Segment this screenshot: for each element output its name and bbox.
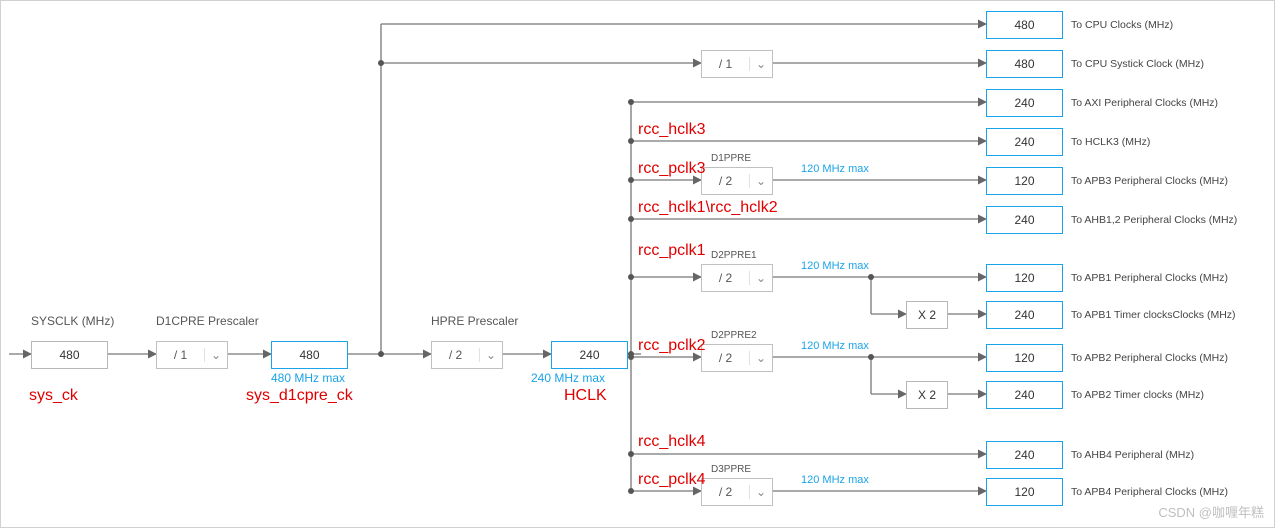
anno-rcc-pclk2: rcc_pclk2 (638, 337, 706, 355)
anno-hclk: HCLK (564, 387, 607, 405)
watermark: CSDN @咖喱年糕 (1158, 502, 1264, 521)
hclk-max: 240 MHz max (531, 371, 605, 385)
anno-rcc-hclk12: rcc_hclk1\rcc_hclk2 (638, 199, 778, 217)
out-apb3: 120 (986, 167, 1063, 195)
d1cpre-title: D1CPRE Prescaler (156, 314, 259, 328)
out-axi: 240 (986, 89, 1063, 117)
d3ppre-title: D3PPRE (711, 464, 751, 475)
anno-sys-d1cpre-ck: sys_d1cpre_ck (246, 387, 353, 405)
out-cpu: 480 (986, 11, 1063, 39)
out-systick-label: To CPU Systick Clock (MHz) (1071, 58, 1204, 70)
out-ahb12-label: To AHB1,2 Peripheral Clocks (MHz) (1071, 214, 1237, 226)
anno-rcc-pclk4: rcc_pclk4 (638, 471, 706, 489)
out-systick: 480 (986, 50, 1063, 78)
d2ppre2-title: D2PPRE2 (711, 330, 757, 341)
out-apb4: 120 (986, 478, 1063, 506)
d1ppre-select[interactable]: / 2 ⌄ (701, 167, 773, 195)
chevron-down-icon: ⌄ (749, 485, 772, 499)
d1cpre-select[interactable]: / 1 ⌄ (156, 341, 228, 369)
out-ahb4-label: To AHB4 Peripheral (MHz) (1071, 449, 1194, 461)
out-cpu-label: To CPU Clocks (MHz) (1071, 19, 1173, 31)
chevron-down-icon: ⌄ (749, 271, 772, 285)
out-apb2t-label: To APB2 Timer clocks (MHz) (1071, 389, 1204, 401)
out-apb1: 120 (986, 264, 1063, 292)
d3ppre-value: / 2 (702, 485, 749, 499)
d1ppre-value: / 2 (702, 174, 749, 188)
out-apb1t-label: To APB1 Timer clocksClocks (MHz) (1071, 309, 1236, 321)
anno-rcc-pclk1: rcc_pclk1 (638, 242, 706, 260)
hclk-box: 240 (551, 341, 628, 369)
d2ppre1-value: / 2 (702, 271, 749, 285)
out-apb1t: 240 (986, 301, 1063, 329)
d1ppre-title: D1PPRE (711, 153, 751, 164)
systick-div-value: / 1 (702, 57, 749, 71)
hpre-title: HPRE Prescaler (431, 314, 518, 328)
systick-div-select[interactable]: / 1 ⌄ (701, 50, 773, 78)
out-apb3-label: To APB3 Peripheral Clocks (MHz) (1071, 175, 1228, 187)
after-d1cpre-max: 480 MHz max (271, 371, 345, 385)
d2ppre1-max: 120 MHz max (801, 260, 869, 272)
anno-rcc-hclk4: rcc_hclk4 (638, 433, 706, 451)
out-hclk3: 240 (986, 128, 1063, 156)
anno-rcc-hclk3: rcc_hclk3 (638, 121, 706, 139)
out-apb2-label: To APB2 Peripheral Clocks (MHz) (1071, 352, 1228, 364)
anno-sys-ck: sys_ck (29, 387, 78, 405)
d2ppre2-max: 120 MHz max (801, 340, 869, 352)
d2ppre1-title: D2PPRE1 (711, 250, 757, 261)
out-ahb12: 240 (986, 206, 1063, 234)
out-ahb4: 240 (986, 441, 1063, 469)
d2ppre2-select[interactable]: / 2 ⌄ (701, 344, 773, 372)
out-apb4-label: To APB4 Peripheral Clocks (MHz) (1071, 486, 1228, 498)
out-hclk3-label: To HCLK3 (MHz) (1071, 136, 1150, 148)
out-apb2t: 240 (986, 381, 1063, 409)
after-d1cpre-box: 480 (271, 341, 348, 369)
d1cpre-value: / 1 (157, 348, 204, 362)
chevron-down-icon: ⌄ (749, 351, 772, 365)
sysclk-input[interactable]: 480 (31, 341, 108, 369)
chevron-down-icon: ⌄ (204, 348, 227, 362)
out-apb1-label: To APB1 Peripheral Clocks (MHz) (1071, 272, 1228, 284)
hpre-select[interactable]: / 2 ⌄ (431, 341, 503, 369)
sysclk-title: SYSCLK (MHz) (31, 314, 114, 328)
d2ppre2-value: / 2 (702, 351, 749, 365)
x2-b-box: X 2 (906, 381, 948, 409)
x2-a-box: X 2 (906, 301, 948, 329)
clock-tree-diagram: SYSCLK (MHz) 480 D1CPRE Prescaler / 1 ⌄ … (0, 0, 1275, 528)
out-apb2: 120 (986, 344, 1063, 372)
chevron-down-icon: ⌄ (749, 57, 772, 71)
d3ppre-max: 120 MHz max (801, 474, 869, 486)
hpre-value: / 2 (432, 348, 479, 362)
d2ppre1-select[interactable]: / 2 ⌄ (701, 264, 773, 292)
out-axi-label: To AXI Peripheral Clocks (MHz) (1071, 97, 1218, 109)
d1ppre-max: 120 MHz max (801, 163, 869, 175)
chevron-down-icon: ⌄ (749, 174, 772, 188)
anno-rcc-pclk3: rcc_pclk3 (638, 160, 706, 178)
d3ppre-select[interactable]: / 2 ⌄ (701, 478, 773, 506)
chevron-down-icon: ⌄ (479, 348, 502, 362)
